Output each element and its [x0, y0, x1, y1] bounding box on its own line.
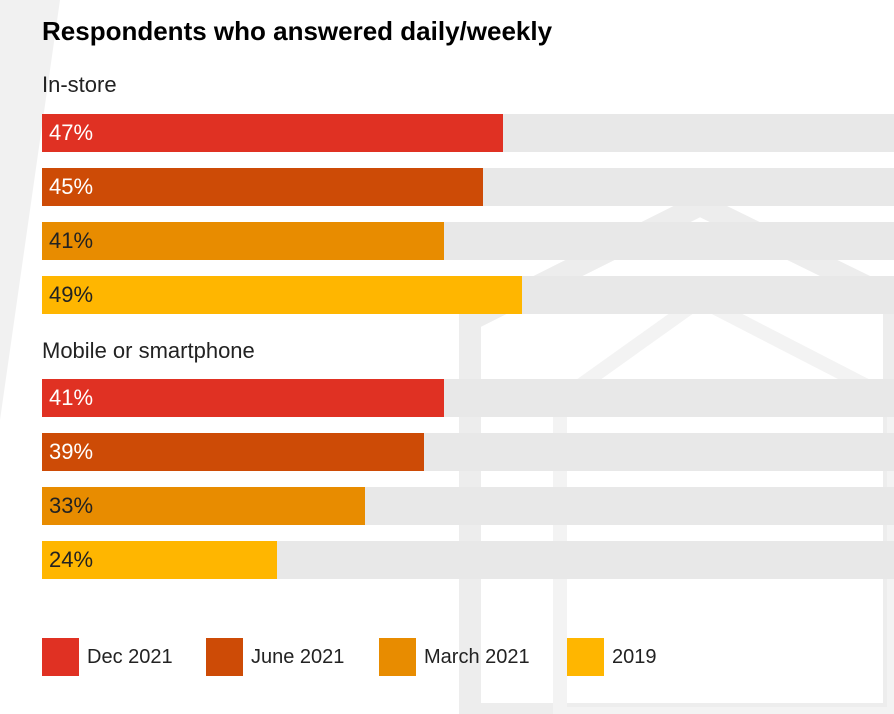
legend-swatch	[567, 638, 604, 676]
group-label: Mobile or smartphone	[42, 338, 255, 363]
legend-swatch	[379, 638, 416, 676]
bar-track: 45%	[42, 168, 894, 206]
bar-value-label: 24%	[49, 547, 94, 572]
bar-track: 41%	[42, 379, 894, 417]
bar: 45%	[42, 168, 483, 206]
group-label: In-store	[42, 72, 117, 97]
bar-value-label: 33%	[49, 493, 94, 518]
legend-swatch	[206, 638, 243, 676]
bar-track: 49%	[42, 276, 894, 314]
bar-track: 39%	[42, 433, 894, 471]
bar-track: 24%	[42, 541, 894, 579]
bar: 41%	[42, 379, 444, 417]
bar-track: 47%	[42, 114, 894, 152]
legend-swatch	[42, 638, 79, 676]
legend-label: 2019	[612, 646, 657, 668]
bar-value-label: 41%	[49, 228, 94, 253]
bar: 33%	[42, 487, 366, 525]
bar: 49%	[42, 276, 523, 314]
bar-track: 41%	[42, 222, 894, 260]
bar-value-label: 45%	[49, 174, 94, 199]
chart-title: Respondents who answered daily/weekly	[42, 16, 553, 46]
bar-value-label: 47%	[49, 120, 94, 145]
legend-label: June 2021	[251, 646, 345, 668]
legend-label: Dec 2021	[87, 646, 173, 668]
bar: 47%	[42, 114, 503, 152]
bar: 39%	[42, 433, 425, 471]
legend-label: March 2021	[424, 646, 530, 668]
bar-value-label: 39%	[49, 439, 94, 464]
bar-track: 33%	[42, 487, 894, 525]
bar-value-label: 49%	[49, 282, 94, 307]
bar: 24%	[42, 541, 278, 579]
bar: 41%	[42, 222, 444, 260]
bar-value-label: 41%	[49, 385, 94, 410]
